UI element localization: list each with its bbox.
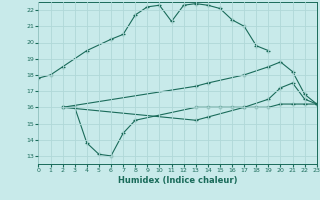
X-axis label: Humidex (Indice chaleur): Humidex (Indice chaleur) <box>118 176 237 185</box>
